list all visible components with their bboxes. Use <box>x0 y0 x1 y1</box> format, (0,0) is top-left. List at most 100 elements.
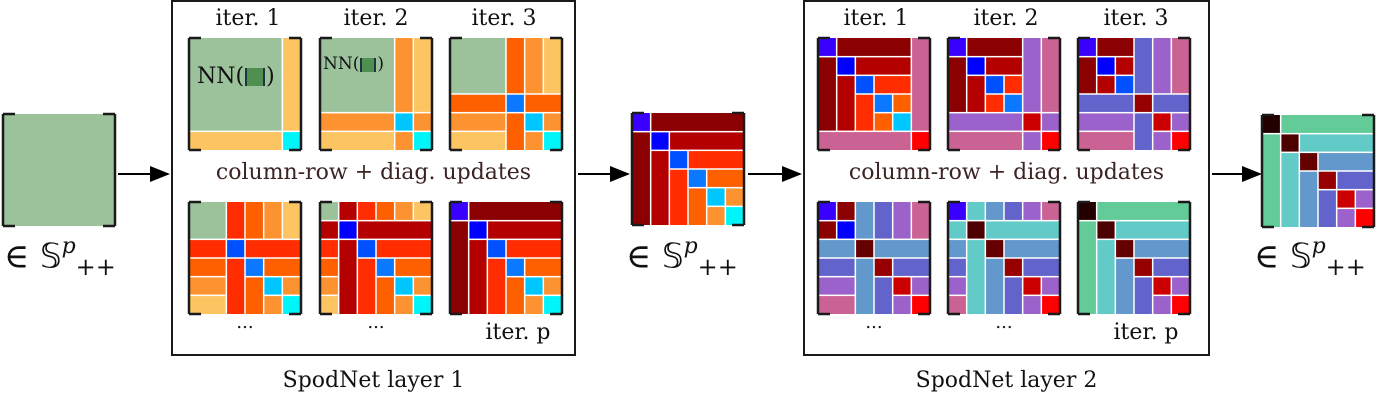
matrix-block <box>893 258 930 276</box>
matrix-block <box>414 38 432 112</box>
matrix-block <box>1097 240 1115 314</box>
matrix-block <box>525 132 543 150</box>
output-spd-label: ∈ 𝕊p++ <box>1254 234 1366 281</box>
l1-iter-4-matrix <box>187 200 303 316</box>
matrix-block <box>488 258 506 314</box>
matrix-block <box>376 240 432 258</box>
matrix-block <box>450 38 506 94</box>
matrix-block <box>670 132 744 150</box>
matrix-block <box>1356 209 1374 227</box>
matrix-block <box>245 277 263 314</box>
matrix-block <box>395 113 413 131</box>
matrix-block <box>874 76 911 94</box>
matrix-block <box>506 258 524 276</box>
matrix-block <box>967 240 985 314</box>
matrix-block <box>1153 94 1190 112</box>
l1-nn-label-1: NN() <box>197 64 275 89</box>
arrow-input-to-layer1 <box>118 166 170 182</box>
element-of-symbol: ∈ <box>1254 236 1280 277</box>
matrix-block <box>450 94 506 112</box>
matrix-block <box>339 240 357 314</box>
matrix-block <box>986 76 1004 94</box>
positive-definite-subscript: ++ <box>697 253 738 282</box>
matrix-block <box>818 277 855 295</box>
matrix-block <box>414 202 432 220</box>
matrix-block <box>283 277 301 295</box>
dimension-superscript: p <box>1311 234 1326 259</box>
nn-text: NN( <box>323 54 360 74</box>
matrix-block <box>1134 277 1152 314</box>
matrix-block <box>948 202 966 220</box>
matrix-block <box>1023 132 1041 150</box>
matrix-block <box>1023 113 1041 131</box>
matrix-block <box>189 38 282 131</box>
l1-nn-label-2: NN() <box>323 54 384 74</box>
matrix-block <box>488 221 562 239</box>
matrix-block <box>1078 57 1096 94</box>
matrix-block <box>1134 113 1152 150</box>
matrix-block <box>1042 296 1060 314</box>
matrix-block <box>227 258 245 314</box>
matrix-block <box>1004 277 1022 314</box>
matrix-block <box>986 94 1004 112</box>
nn-close-paren: ) <box>266 64 275 89</box>
matrix-block <box>189 240 226 258</box>
matrix-block <box>1078 202 1096 220</box>
matrix-block <box>874 240 930 258</box>
nn-text: NN( <box>197 64 245 89</box>
l2-iter-1-label: iter. 1 <box>843 6 909 31</box>
matrix-block <box>948 132 1022 150</box>
matrix-block <box>912 132 930 150</box>
matrix-block <box>544 277 562 295</box>
l2-iter-3-matrix <box>1076 36 1192 152</box>
matrix-block <box>837 38 911 56</box>
matrix-block <box>688 188 706 225</box>
matrix-block <box>893 94 911 112</box>
submatrix-icon <box>360 57 377 72</box>
l1-iter-p-matrix <box>448 200 564 316</box>
matrix-block <box>986 221 1060 239</box>
matrix-block <box>1004 76 1022 94</box>
l2-iter-p-matrix <box>1076 200 1192 316</box>
matrix-block <box>320 132 394 150</box>
layer-2-caption: SpodNet layer 2 <box>915 368 1098 393</box>
matrix-block <box>227 202 245 239</box>
matrix-block <box>688 151 744 169</box>
matrix-block <box>544 296 562 314</box>
matrix-block <box>544 132 562 150</box>
matrix-block <box>1318 171 1336 189</box>
matrix-block <box>544 38 562 94</box>
matrix-block <box>376 258 394 276</box>
matrix-block <box>948 277 966 295</box>
matrix-block <box>245 202 263 239</box>
matrix-block <box>264 277 282 295</box>
matrix-block <box>1172 277 1190 295</box>
matrix-block <box>395 202 413 220</box>
matrix-block <box>1023 296 1041 314</box>
matrix-block <box>1116 258 1134 314</box>
matrix-block <box>450 202 468 220</box>
matrix-block <box>1153 132 1171 150</box>
matrix-block <box>525 38 543 94</box>
matrix-block <box>450 113 506 131</box>
arrow-layer2-to-output <box>1212 166 1262 182</box>
matrix-block <box>1153 296 1171 314</box>
matrix-block <box>339 202 357 220</box>
matrix-block <box>948 258 966 276</box>
matrix-block <box>506 113 524 150</box>
element-of-symbol: ∈ <box>626 236 652 277</box>
matrix-block <box>1153 258 1190 276</box>
matrix-block <box>189 258 226 276</box>
l2-update-label: column-row + diag. updates <box>848 160 1165 185</box>
matrix-block <box>1300 171 1318 227</box>
matrix-block <box>707 169 744 187</box>
matrix-block <box>525 277 543 295</box>
l1-update-label: column-row + diag. updates <box>215 160 532 185</box>
matrix-block <box>358 258 376 314</box>
matrix-block <box>320 221 338 239</box>
matrix-block <box>1281 153 1299 227</box>
matrix-block <box>651 113 744 131</box>
matrix-block <box>1153 277 1171 295</box>
l1-iter-2-matrix <box>318 36 434 152</box>
matrix-block <box>189 296 226 314</box>
